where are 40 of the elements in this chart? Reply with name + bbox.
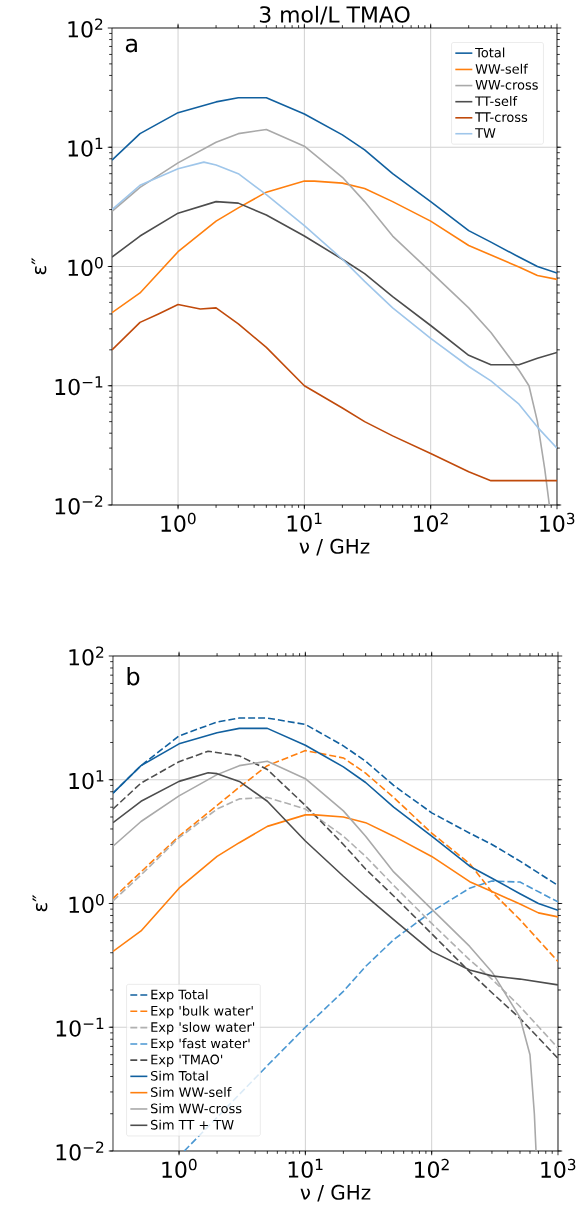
- x-tick-label: 10$^{0}$: [162, 1158, 197, 1178]
- legend-label: TT-cross: [475, 112, 528, 122]
- x-tick-label: 10$^{1}$: [287, 512, 322, 532]
- y-tick-label: 10$^{−2}$: [56, 1141, 104, 1161]
- x-tick-label: 10$^{2}$: [414, 512, 448, 532]
- annotation: b: [127, 666, 140, 686]
- y-axis-title: ε″: [31, 257, 47, 275]
- legend-label: TW: [475, 128, 496, 138]
- legend-label: Exp 'bulk water': [151, 1005, 253, 1019]
- legend-label: Sim WW-cross: [150, 1103, 242, 1114]
- x-axis-title: ν / GHz: [300, 1184, 371, 1202]
- y-tick-label: 10$^{1}$: [69, 770, 104, 790]
- legend-label: Exp Total: [151, 989, 208, 1002]
- legend-label: Sim TT + TW: [150, 1119, 234, 1130]
- legend-label: Exp 'TMAO': [151, 1054, 223, 1067]
- y-tick-label: 10$^{−2}$: [55, 495, 103, 515]
- y-tick-label: 10$^{−1}$: [56, 1017, 104, 1037]
- y-axis-title: ε″: [32, 894, 48, 912]
- x-tick-label: 10$^{3}$: [541, 1158, 576, 1178]
- chart-title: 3 mol/L TMAO: [259, 5, 410, 25]
- legend-label: WW-self: [475, 63, 529, 74]
- legend-label: Total: [475, 47, 505, 58]
- y-tick-label: 10$^{−1}$: [55, 376, 103, 396]
- y-tick-label: 10$^{2}$: [69, 646, 104, 666]
- y-tick-label: 10$^{0}$: [68, 256, 103, 277]
- x-tick-label: 10$^{2}$: [415, 1158, 449, 1178]
- x-tick-label: 10$^{0}$: [161, 512, 196, 532]
- legend-label: WW-cross: [475, 80, 538, 90]
- legend-label: Exp 'slow water': [151, 1021, 255, 1035]
- x-tick-label: 10$^{3}$: [540, 512, 575, 532]
- y-tick-label: 10$^{2}$: [68, 18, 103, 38]
- legend-label: Sim Total: [150, 1070, 208, 1081]
- x-axis-title: ν / GHz: [299, 538, 370, 556]
- legend-label: Sim WW-self: [150, 1086, 232, 1098]
- annotation: a: [125, 38, 137, 53]
- y-tick-label: 10$^{1}$: [68, 137, 103, 157]
- x-tick-label: 10$^{1}$: [288, 1158, 323, 1178]
- legend-label: Exp 'fast water': [151, 1038, 250, 1051]
- legend-label: TT-self: [475, 96, 518, 107]
- y-tick-label: 10$^{0}$: [69, 893, 104, 914]
